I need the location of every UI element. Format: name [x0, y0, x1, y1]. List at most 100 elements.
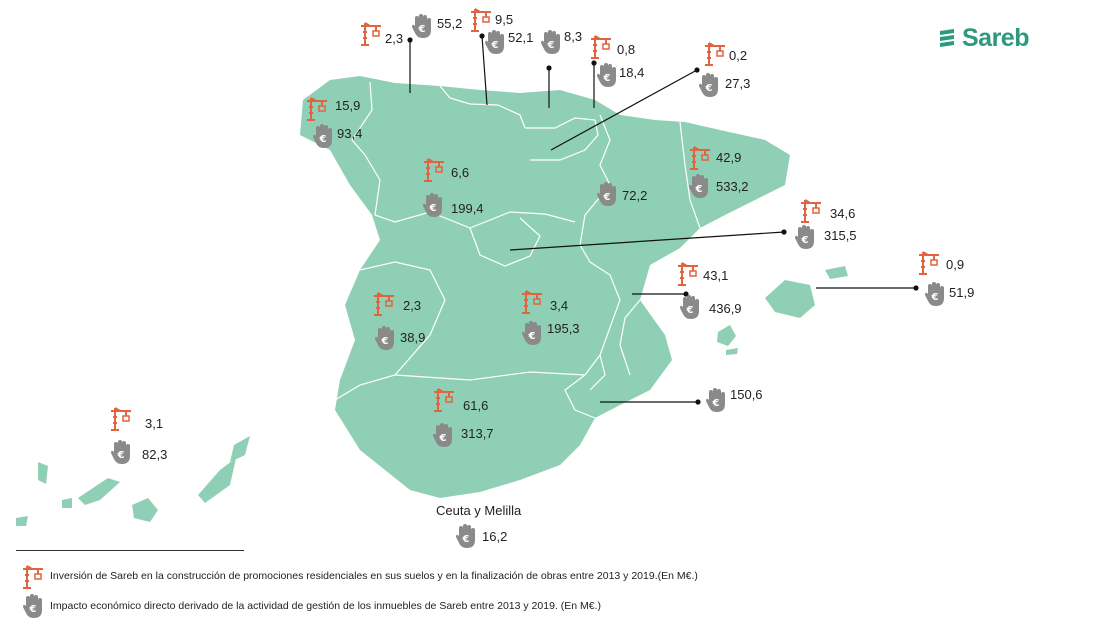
crane-icon — [677, 260, 699, 286]
tenerife-shape — [78, 478, 120, 505]
galicia-impact-value: 93,4 — [337, 126, 363, 141]
legend-impact-text: Impacto económico directo derivado de la… — [50, 600, 601, 612]
svg-text:€: € — [117, 450, 125, 461]
fuerteventura-shape — [198, 458, 236, 503]
valencia-investment-value: 43,1 — [703, 268, 729, 283]
la-palma-shape — [38, 462, 48, 484]
castilla-la-mancha-impact-value: 195,3 — [547, 321, 580, 336]
crane-icon — [373, 290, 395, 316]
ibiza-shape — [717, 325, 736, 346]
cantabria-impact-value: 52,1 — [508, 30, 534, 45]
navarra-impact-value: 18,4 — [619, 65, 645, 80]
hand-euro-icon: € — [596, 181, 618, 207]
ceuta-melilla-label: Ceuta y Melilla — [436, 503, 522, 518]
hand-euro-icon: € — [794, 224, 816, 250]
mainland-spain-shape — [300, 76, 790, 498]
crane-icon — [470, 6, 492, 32]
baleares-investment-value: 0,9 — [946, 257, 965, 272]
sareb-logo-icon — [940, 28, 954, 47]
crane-icon — [110, 405, 132, 431]
svg-text:€: € — [705, 83, 713, 94]
hand-euro-icon: € — [312, 123, 334, 149]
sareb-logo: Sareb — [938, 24, 1029, 53]
hand-euro-icon: € — [521, 320, 543, 346]
menorca-shape — [825, 266, 848, 279]
svg-text:€: € — [547, 40, 555, 51]
legend-divider — [16, 550, 244, 551]
crane-icon — [423, 156, 445, 182]
hand-euro-icon: € — [422, 192, 444, 218]
hand-euro-icon: € — [484, 29, 506, 55]
la-rioja-investment-value: 0,2 — [729, 48, 748, 63]
svg-text:€: € — [801, 235, 809, 246]
hand-euro-icon: € — [688, 173, 710, 199]
madrid-investment-value: 34,6 — [830, 206, 856, 221]
asturias-investment-value: 2,3 — [385, 31, 404, 46]
leader-lines — [409, 35, 916, 403]
svg-text:€: € — [418, 24, 426, 35]
mallorca-shape — [765, 280, 815, 318]
baleares-impact-value: 51,9 — [949, 285, 975, 300]
hand-euro-icon: € — [374, 325, 396, 351]
crane-icon — [433, 386, 455, 412]
svg-text:€: € — [319, 134, 327, 145]
crane-icon — [306, 95, 328, 121]
crane-icon — [918, 249, 940, 275]
cataluna-investment-value: 42,9 — [716, 150, 742, 165]
crane-icon — [590, 33, 612, 59]
svg-text:€: € — [603, 192, 611, 203]
murcia-impact-value: 150,6 — [730, 387, 763, 402]
crane-icon — [360, 20, 382, 46]
svg-text:€: € — [491, 40, 499, 51]
la-rioja-impact-value: 27,3 — [725, 76, 751, 91]
svg-text:€: € — [686, 305, 694, 316]
cantabria-investment-value: 9,5 — [495, 12, 514, 27]
gran-canaria-shape — [132, 498, 158, 522]
hand-euro-icon: € — [110, 439, 132, 465]
svg-text:€: € — [381, 336, 389, 347]
svg-text:€: € — [712, 398, 720, 409]
crane-icon — [689, 144, 711, 170]
crane-icon — [704, 40, 726, 66]
hand-euro-icon: € — [679, 294, 701, 320]
castilla-la-mancha-investment-value: 3,4 — [550, 298, 569, 313]
hand-euro-icon: € — [411, 13, 433, 39]
ceuta-melilla-impact-value: 16,2 — [482, 529, 508, 544]
andalucia-impact-value: 313,7 — [461, 426, 494, 441]
hand-euro-icon: € — [455, 523, 477, 549]
extremadura-investment-value: 2,3 — [403, 298, 422, 313]
la-gomera-shape — [62, 498, 72, 508]
svg-text:€: € — [603, 73, 611, 84]
hand-euro-icon: € — [540, 29, 562, 55]
leader-dots — [407, 33, 919, 405]
legend-investment: Inversión de Sareb en la construcción de… — [22, 563, 698, 589]
castilla-y-leon-impact-value: 199,4 — [451, 201, 484, 216]
hand-euro-icon: € — [432, 422, 454, 448]
legend-impact: € Impacto económico directo derivado de … — [22, 593, 601, 619]
navarra-investment-value: 0,8 — [617, 42, 636, 57]
crane-icon — [22, 563, 44, 589]
canarias-impact-value: 82,3 — [142, 447, 168, 462]
svg-text:€: € — [462, 534, 470, 545]
hand-euro-icon: € — [924, 281, 946, 307]
svg-text:€: € — [931, 292, 939, 303]
hand-euro-icon: € — [22, 593, 44, 619]
legend-investment-text: Inversión de Sareb en la construcción de… — [50, 570, 698, 582]
extremadura-impact-value: 38,9 — [400, 330, 426, 345]
hand-euro-icon: € — [698, 72, 720, 98]
andalucia-investment-value: 61,6 — [463, 398, 489, 413]
aragon-impact-value: 72,2 — [622, 188, 648, 203]
svg-text:€: € — [439, 433, 447, 444]
madrid-impact-value: 315,5 — [824, 228, 857, 243]
cataluna-impact-value: 533,2 — [716, 179, 749, 194]
svg-text:€: € — [695, 184, 703, 195]
svg-text:€: € — [528, 331, 536, 342]
hand-euro-icon: € — [596, 62, 618, 88]
lanzarote-shape — [230, 436, 250, 462]
brand-name: Sareb — [962, 24, 1029, 52]
asturias-impact-value: 55,2 — [437, 16, 463, 31]
valencia-impact-value: 436,9 — [709, 301, 742, 316]
canarias-investment-value: 3,1 — [145, 416, 164, 431]
hand-euro-icon: € — [705, 387, 727, 413]
